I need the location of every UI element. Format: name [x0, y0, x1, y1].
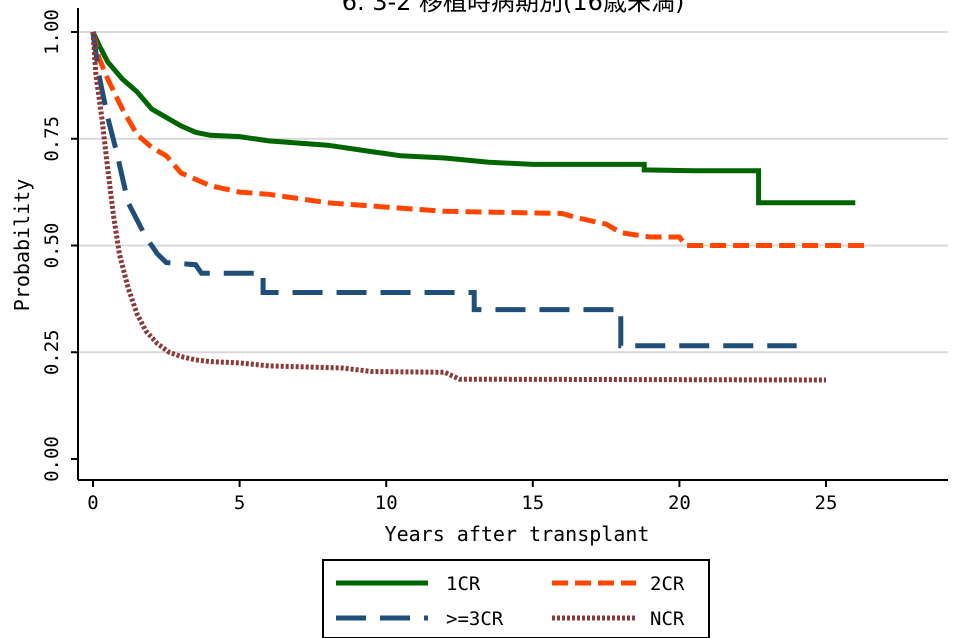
axes-layer: 0.00 0.25 0.50 0.75 1.00 0 5 10 15 20 25 — [41, 8, 948, 514]
x-tick-label-0: 0 — [87, 492, 98, 514]
series-line-1cr — [90, 30, 856, 206]
x-tick-label-5: 25 — [815, 492, 838, 514]
series-layer — [90, 30, 870, 383]
series-line-3cr — [90, 31, 797, 349]
legend-label-1cr: 1CR — [446, 573, 481, 595]
y-axis-title: Probability — [10, 179, 34, 311]
x-tick-label-1: 5 — [234, 492, 245, 514]
legend-label-ncr: NCR — [650, 608, 685, 630]
x-tick-label-4: 20 — [668, 492, 691, 514]
y-tick-label-0: 0.00 — [41, 436, 63, 482]
y-tick-label-2: 0.50 — [41, 223, 63, 269]
series-line-2cr — [90, 31, 870, 248]
x-tick-label-3: 15 — [521, 492, 544, 514]
series-line-ncr — [90, 31, 827, 383]
chart-title: 6. 3-2 移植時病期別(16歳未満) — [342, 0, 685, 16]
y-tick-label-4: 1.00 — [41, 9, 63, 55]
grid-layer — [78, 31, 948, 354]
y-tick-label-1: 0.25 — [41, 329, 63, 375]
legend-box — [322, 559, 710, 638]
y-tick-label-3: 0.75 — [41, 116, 63, 162]
legend-label-3cr: >=3CR — [446, 608, 504, 630]
legend: 1CR 2CR >=3CR NCR — [322, 559, 710, 638]
x-tick-label-2: 10 — [375, 492, 398, 514]
legend-label-2cr: 2CR — [650, 573, 685, 595]
x-axis-title: Years after transplant — [385, 522, 650, 546]
